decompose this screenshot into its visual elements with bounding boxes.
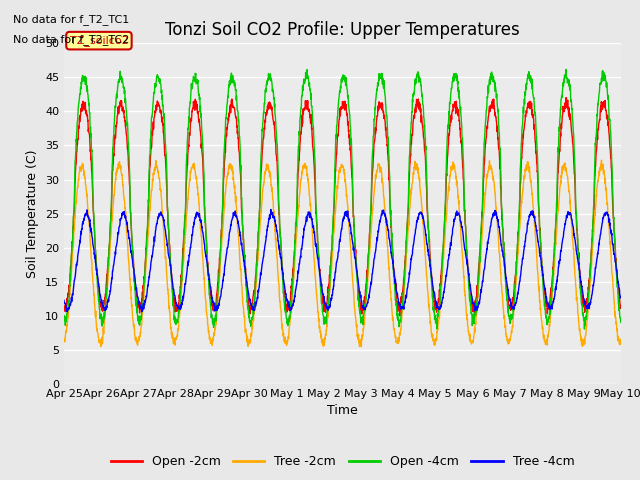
Y-axis label: Soil Temperature (C): Soil Temperature (C) xyxy=(26,149,40,278)
Text: No data for f_T2_TC1: No data for f_T2_TC1 xyxy=(13,14,129,25)
Text: TZ_soilco2: TZ_soilco2 xyxy=(70,35,128,46)
X-axis label: Time: Time xyxy=(327,405,358,418)
Text: No data for f_T2_TC2: No data for f_T2_TC2 xyxy=(13,34,129,45)
Legend: Open -2cm, Tree -2cm, Open -4cm, Tree -4cm: Open -2cm, Tree -2cm, Open -4cm, Tree -4… xyxy=(106,450,579,473)
Title: Tonzi Soil CO2 Profile: Upper Temperatures: Tonzi Soil CO2 Profile: Upper Temperatur… xyxy=(165,21,520,39)
